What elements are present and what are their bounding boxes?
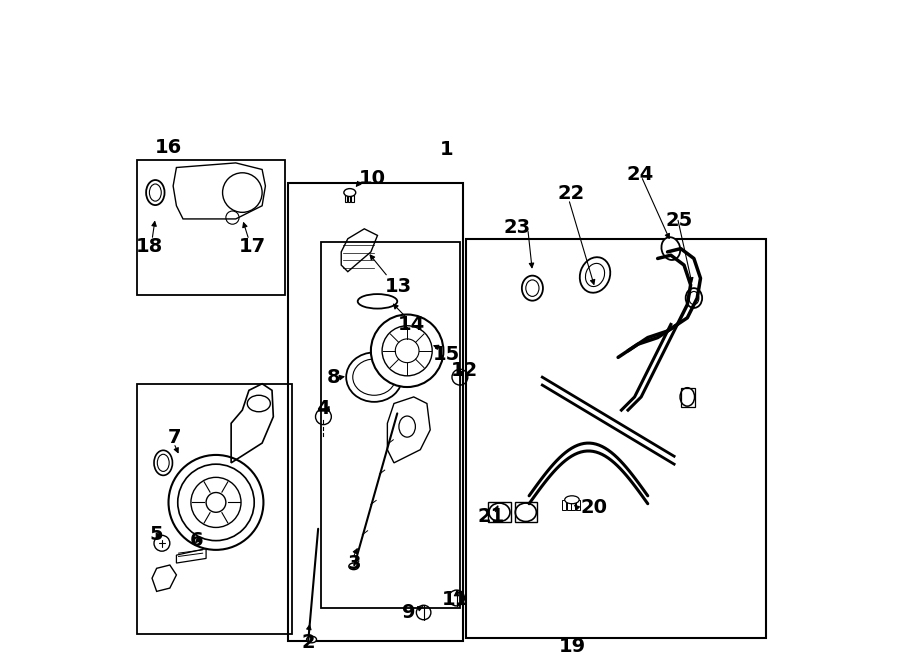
- Circle shape: [191, 477, 241, 528]
- Text: 15: 15: [432, 345, 460, 363]
- Bar: [466, 239, 767, 638]
- Bar: [515, 502, 537, 522]
- Ellipse shape: [357, 294, 397, 308]
- Text: 5: 5: [149, 524, 163, 544]
- Ellipse shape: [580, 258, 610, 293]
- Text: 8: 8: [327, 367, 340, 387]
- Text: 14: 14: [398, 315, 426, 334]
- Text: 7: 7: [167, 428, 181, 448]
- Ellipse shape: [146, 180, 165, 205]
- Text: 18: 18: [136, 237, 163, 256]
- Ellipse shape: [489, 503, 510, 522]
- Ellipse shape: [662, 237, 680, 260]
- Bar: [576, 500, 580, 510]
- Text: 11: 11: [442, 591, 469, 610]
- Text: 9: 9: [402, 603, 416, 622]
- Bar: [680, 389, 695, 407]
- Bar: [345, 195, 347, 203]
- Ellipse shape: [307, 636, 317, 643]
- Text: 3: 3: [347, 553, 361, 573]
- Bar: [347, 195, 350, 203]
- Bar: [137, 160, 285, 295]
- Ellipse shape: [349, 563, 359, 569]
- Text: 10: 10: [359, 169, 386, 187]
- Text: 25: 25: [666, 211, 693, 230]
- Bar: [567, 500, 571, 510]
- Bar: [137, 384, 292, 634]
- Ellipse shape: [344, 189, 356, 197]
- Text: 23: 23: [504, 218, 531, 237]
- Circle shape: [395, 339, 419, 363]
- Ellipse shape: [516, 503, 536, 522]
- Text: 12: 12: [451, 361, 478, 380]
- Circle shape: [371, 314, 444, 387]
- Circle shape: [177, 464, 254, 541]
- Text: 1: 1: [440, 140, 454, 160]
- Text: 20: 20: [580, 498, 608, 517]
- Text: 13: 13: [385, 277, 412, 296]
- Bar: [562, 500, 566, 510]
- Text: 4: 4: [316, 399, 329, 418]
- Text: 21: 21: [477, 507, 505, 526]
- Bar: [572, 500, 575, 510]
- Ellipse shape: [564, 496, 580, 504]
- Ellipse shape: [154, 450, 173, 475]
- Ellipse shape: [346, 352, 402, 402]
- Ellipse shape: [680, 388, 695, 406]
- Ellipse shape: [522, 275, 543, 301]
- Circle shape: [382, 326, 432, 376]
- Text: 19: 19: [558, 637, 586, 655]
- Bar: [351, 195, 354, 203]
- Circle shape: [206, 493, 226, 512]
- Text: 6: 6: [189, 531, 203, 550]
- Text: 2: 2: [302, 633, 315, 651]
- Text: 24: 24: [626, 165, 653, 183]
- Text: 17: 17: [238, 237, 266, 256]
- Circle shape: [168, 455, 264, 550]
- Bar: [488, 502, 510, 522]
- Bar: [289, 183, 464, 641]
- Text: 22: 22: [557, 185, 584, 203]
- Text: 16: 16: [155, 138, 182, 158]
- Ellipse shape: [686, 288, 702, 308]
